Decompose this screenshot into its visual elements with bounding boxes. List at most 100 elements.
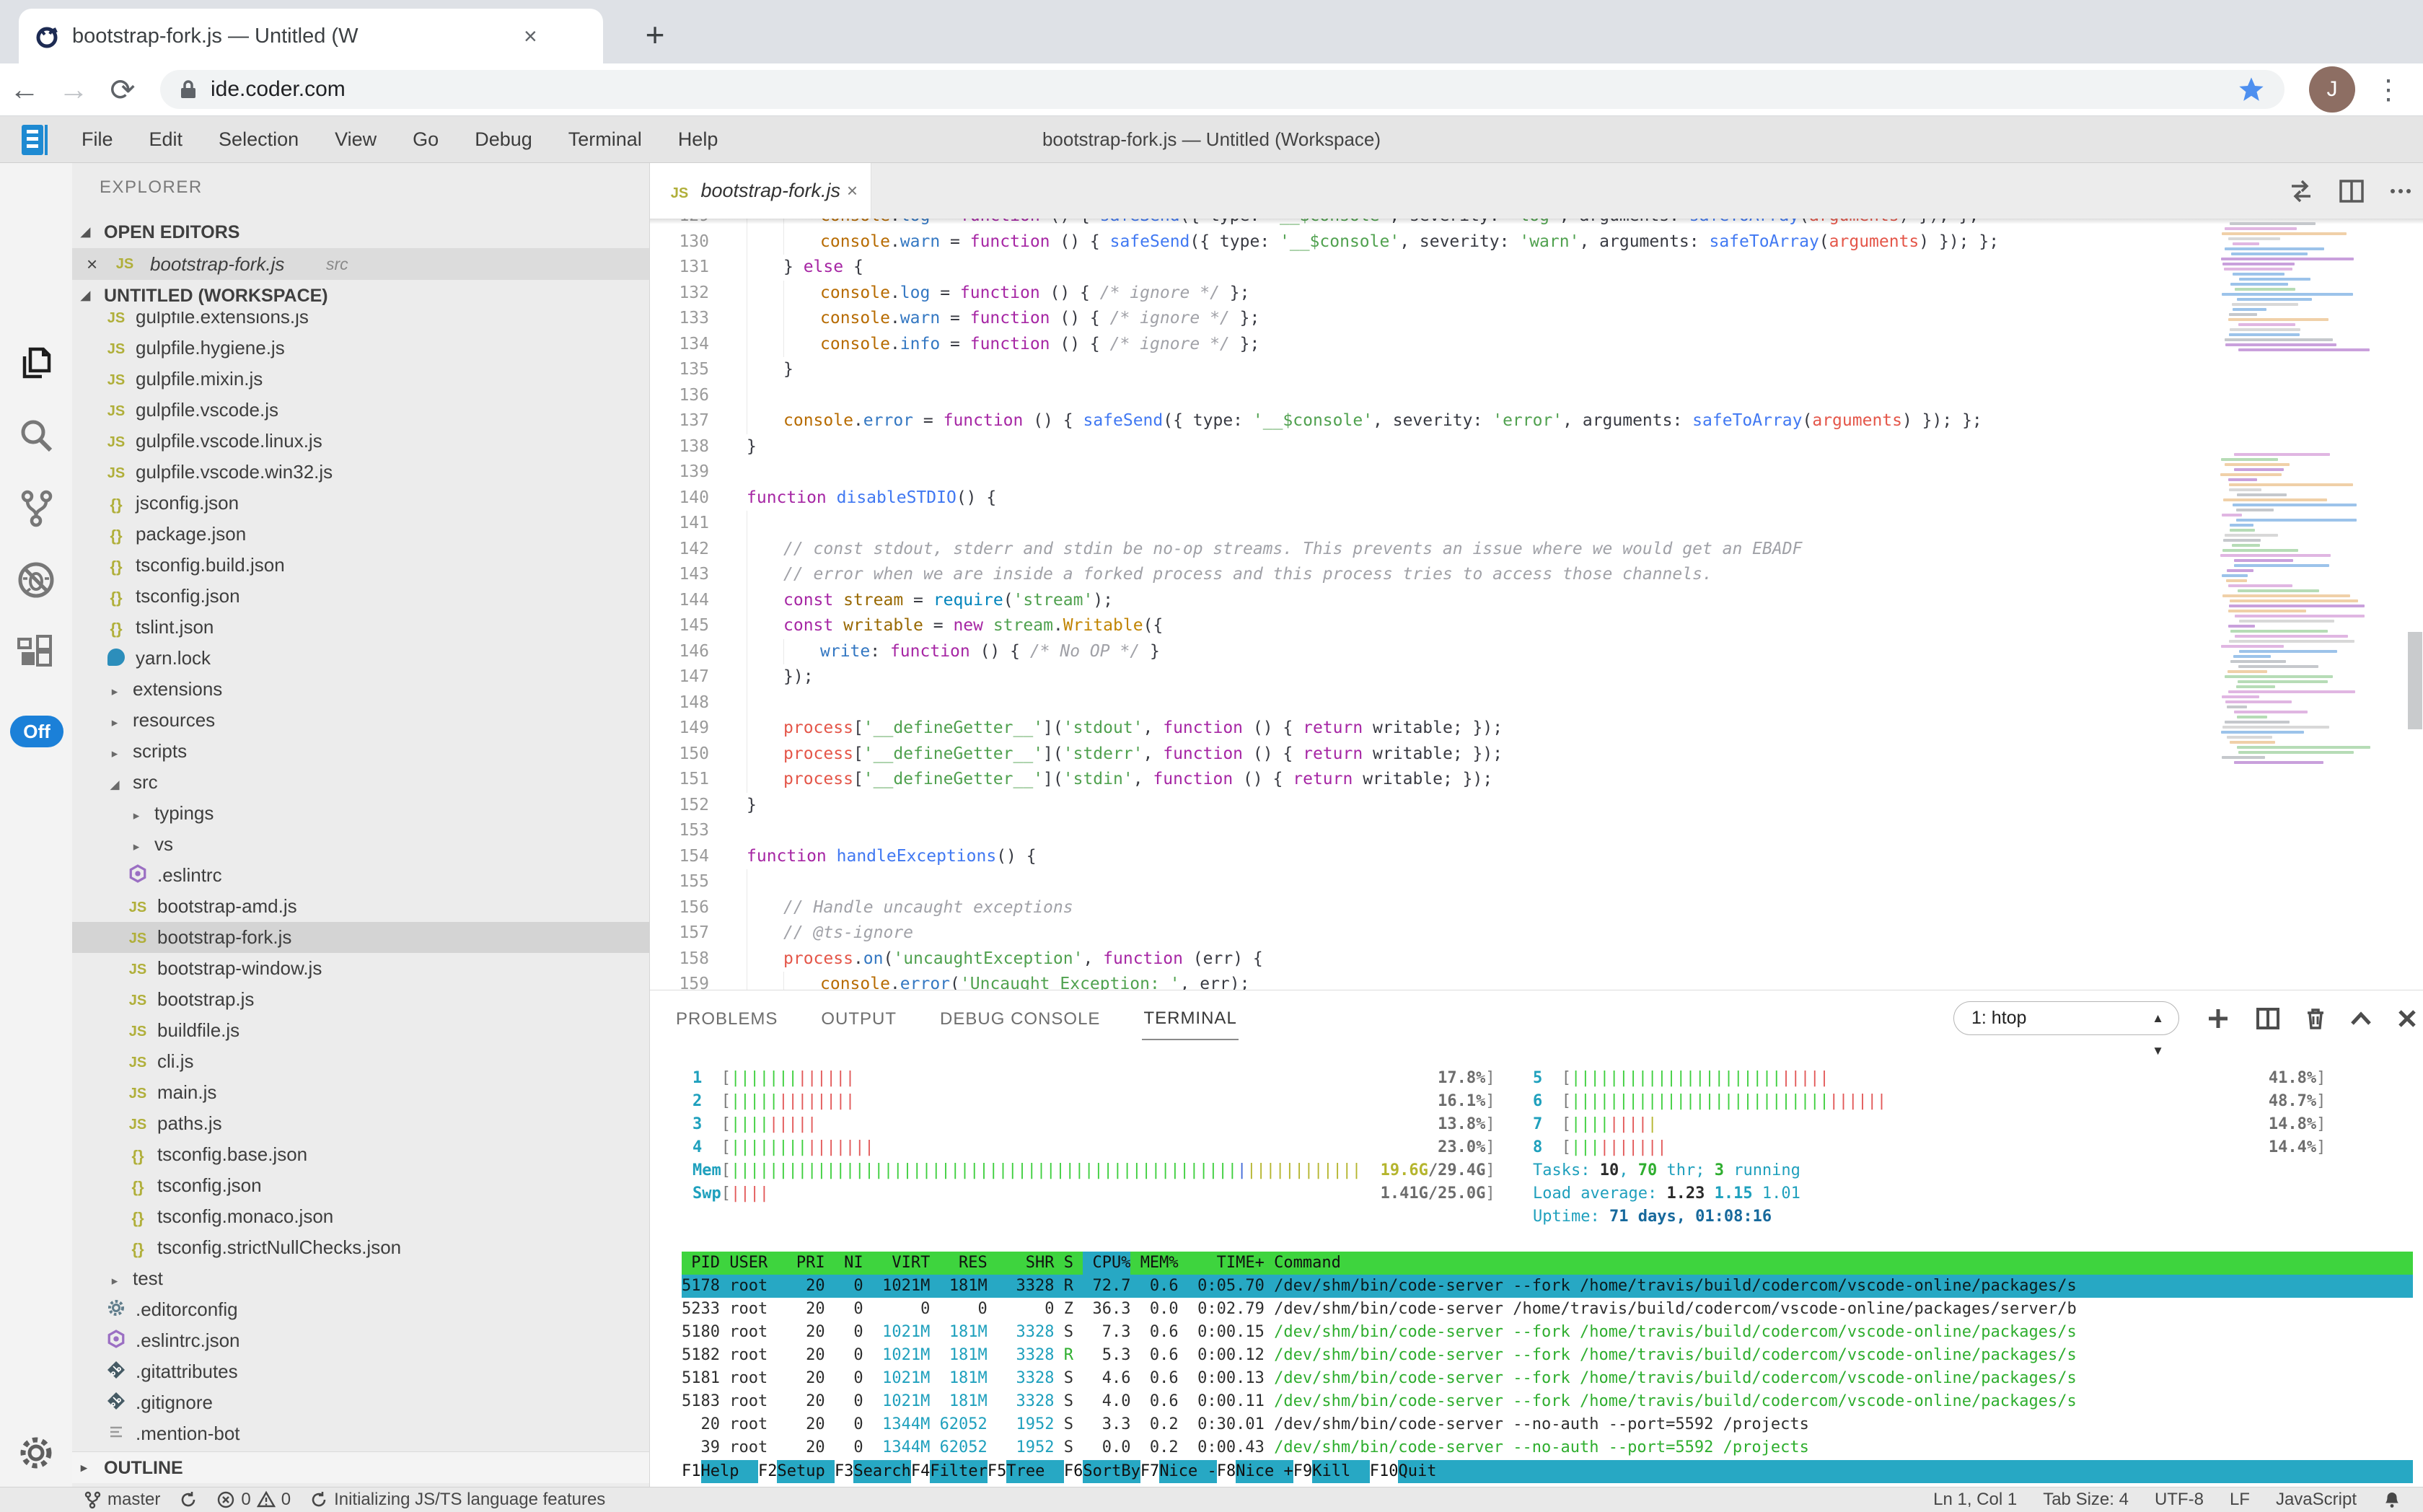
editor-scrollbar[interactable] (2408, 632, 2422, 729)
fkey-label-f8[interactable]: Nice + (1236, 1460, 1293, 1483)
tree-item-bootstrap-window-js[interactable]: JS bootstrap-window.js (72, 953, 649, 984)
tree-item-package-json[interactable]: {} package.json (72, 519, 649, 550)
tree-item--eslintrc[interactable]: .eslintrc (72, 860, 649, 891)
compare-changes-icon[interactable] (2287, 177, 2315, 205)
fkey-label-f9[interactable]: Kill (1312, 1460, 1370, 1483)
search-icon[interactable] (16, 416, 56, 456)
htop-col-shr[interactable]: SHR (1025, 1254, 1055, 1272)
kill-terminal-icon[interactable] (2303, 1006, 2328, 1031)
htop-col-mem[interactable]: MEM% (1140, 1254, 1179, 1272)
fkey-f1[interactable]: F1 (682, 1462, 701, 1480)
fkey-f10[interactable]: F10 (1369, 1462, 1399, 1480)
fkey-label-f5[interactable]: Tree (1006, 1460, 1064, 1483)
menu-edit[interactable]: Edit (149, 128, 183, 150)
outline-header[interactable]: ▸ OUTLINE (72, 1451, 649, 1483)
split-terminal-icon[interactable] (2256, 1006, 2280, 1031)
indentation[interactable]: Tab Size: 4 (2043, 1490, 2129, 1509)
menu-selection[interactable]: Selection (219, 128, 299, 150)
fkey-f6[interactable]: F6 (1063, 1462, 1083, 1480)
tree-item-src[interactable]: ◢ src (72, 767, 649, 798)
terminal[interactable]: 1[||||||||||||| 17.8%] 2[||||||||||||| 16.1… (650, 1045, 2423, 1487)
menu-go[interactable]: Go (413, 128, 439, 150)
menu-file[interactable]: File (82, 128, 113, 150)
extensions-icon[interactable] (16, 632, 56, 672)
tree-item-resources[interactable]: ▸ resources (72, 705, 649, 736)
htop-col-user[interactable]: USER (729, 1254, 768, 1272)
workspace-header[interactable]: ◢ UNTITLED (WORKSPACE) (72, 280, 649, 312)
menu-help[interactable]: Help (677, 128, 718, 150)
forward-icon[interactable]: → (58, 72, 89, 106)
settings-gear-icon[interactable] (16, 1433, 56, 1473)
tree-item-main-js[interactable]: JS main.js (72, 1077, 649, 1108)
editor-tab[interactable]: JS bootstrap-fork.js × (650, 163, 871, 219)
htop-col-command[interactable]: Command (1274, 1254, 1341, 1272)
split-editor-icon[interactable] (2338, 177, 2365, 205)
tree-item-gulpfile-vscode-js[interactable]: JS gulpfile.vscode.js (72, 395, 649, 426)
fkey-f9[interactable]: F9 (1293, 1462, 1313, 1480)
tree-item-test[interactable]: ▸ test (72, 1263, 649, 1294)
tree-item-gulpfile-hygiene-js[interactable]: JS gulpfile.hygiene.js (72, 333, 649, 364)
language-status[interactable]: Initializing JS/TS language features (309, 1490, 605, 1510)
fkey-label-f3[interactable]: Search (853, 1460, 911, 1483)
tree-item-gulpfile-extensions-js[interactable]: JS gulpfile.extensions.js (72, 312, 649, 333)
htop-col-res[interactable]: RES (959, 1254, 988, 1272)
tree-item-tsconfig-monaco-json[interactable]: {} tsconfig.monaco.json (72, 1201, 649, 1232)
browser-menu-icon[interactable]: ⋮ (2375, 74, 2402, 105)
app-logo-icon[interactable] (20, 123, 49, 157)
fkey-label-f2[interactable]: Setup (777, 1460, 835, 1483)
close-tab-icon[interactable]: × (524, 22, 537, 49)
tree-item-tsconfig-build-json[interactable]: {} tsconfig.build.json (72, 550, 649, 581)
fkey-f5[interactable]: F5 (987, 1462, 1007, 1480)
notifications-bell-icon[interactable] (2383, 1490, 2401, 1509)
tree-item--gitignore[interactable]: .gitignore (72, 1387, 649, 1418)
tree-item-bootstrap-fork-js[interactable]: JS bootstrap-fork.js (72, 922, 649, 953)
fkey-label-f4[interactable]: Filter (930, 1460, 988, 1483)
address-bar[interactable]: ide.coder.com (160, 70, 2285, 109)
reload-icon[interactable]: ⟳ (110, 72, 136, 107)
fkey-f3[interactable]: F3 (834, 1462, 854, 1480)
tree-item-cli-js[interactable]: JS cli.js (72, 1046, 649, 1077)
fkey-label-f1[interactable]: Help (700, 1460, 758, 1483)
tree-item-bootstrap-amd-js[interactable]: JS bootstrap-amd.js (72, 891, 649, 922)
language-mode[interactable]: JavaScript (2275, 1490, 2357, 1509)
htop-col-ni[interactable]: NI (844, 1254, 863, 1272)
tree-item--editorconfig[interactable]: .editorconfig (72, 1294, 649, 1325)
tree-item-gulpfile-vscode-linux-js[interactable]: JS gulpfile.vscode.linux.js (72, 426, 649, 457)
tree-item-tsconfig-json[interactable]: {} tsconfig.json (72, 1170, 649, 1201)
fkey-f4[interactable]: F4 (910, 1462, 931, 1480)
browser-tab[interactable]: bootstrap-fork.js — Untitled (W × (19, 9, 603, 63)
tree-item-gulpfile-vscode-win32-js[interactable]: JS gulpfile.vscode.win32.js (72, 457, 649, 488)
off-badge[interactable]: Off (10, 716, 63, 747)
tree-item--mention-bot[interactable]: .mention-bot (72, 1418, 649, 1449)
tree-item-scripts[interactable]: ▸ scripts (72, 736, 649, 767)
source-control-icon[interactable] (16, 488, 56, 528)
tree-item-buildfile-js[interactable]: JS buildfile.js (72, 1015, 649, 1046)
tree-item-tsconfig-base-json[interactable]: {} tsconfig.base.json (72, 1139, 649, 1170)
code-editor[interactable]: 129 console.log = function () { safeSend(… (650, 219, 2423, 990)
menu-view[interactable]: View (335, 128, 377, 150)
eol[interactable]: LF (2229, 1490, 2250, 1509)
avatar[interactable]: J (2309, 66, 2355, 113)
bookmark-star-icon[interactable] (2237, 75, 2266, 104)
cursor-position[interactable]: Ln 1, Col 1 (1933, 1490, 2018, 1509)
debug-disabled-icon[interactable] (16, 560, 56, 600)
fkey-f8[interactable]: F8 (1216, 1462, 1236, 1480)
tree-item-tsconfig-json[interactable]: {} tsconfig.json (72, 581, 649, 612)
fkey-f7[interactable]: F7 (1140, 1462, 1160, 1480)
maximize-panel-icon[interactable] (2349, 1006, 2373, 1031)
htop-col-pid[interactable]: PID (691, 1254, 720, 1272)
menu-debug[interactable]: Debug (475, 128, 532, 150)
tree-item-yarn-lock[interactable]: yarn.lock (72, 643, 649, 674)
tree-item-typings[interactable]: ▸ typings (72, 798, 649, 829)
tree-item-jsconfig-json[interactable]: {} jsconfig.json (72, 488, 649, 519)
fkey-label-f10[interactable]: Quit (1398, 1460, 1456, 1483)
fkey-label-f7[interactable]: Nice - (1159, 1460, 1217, 1483)
explorer-icon[interactable] (16, 343, 56, 384)
htop-col-cpu[interactable]: CPU% (1083, 1252, 1131, 1275)
close-panel-icon[interactable] (2395, 1006, 2419, 1031)
tree-item-paths-js[interactable]: JS paths.js (72, 1108, 649, 1139)
tree-item-extensions[interactable]: ▸ extensions (72, 674, 649, 705)
htop-col-virt[interactable]: VIRT (892, 1254, 931, 1272)
tree-item-vs[interactable]: ▸ vs (72, 829, 649, 860)
panel-tab-problems[interactable]: PROBLEMS (676, 1009, 778, 1029)
